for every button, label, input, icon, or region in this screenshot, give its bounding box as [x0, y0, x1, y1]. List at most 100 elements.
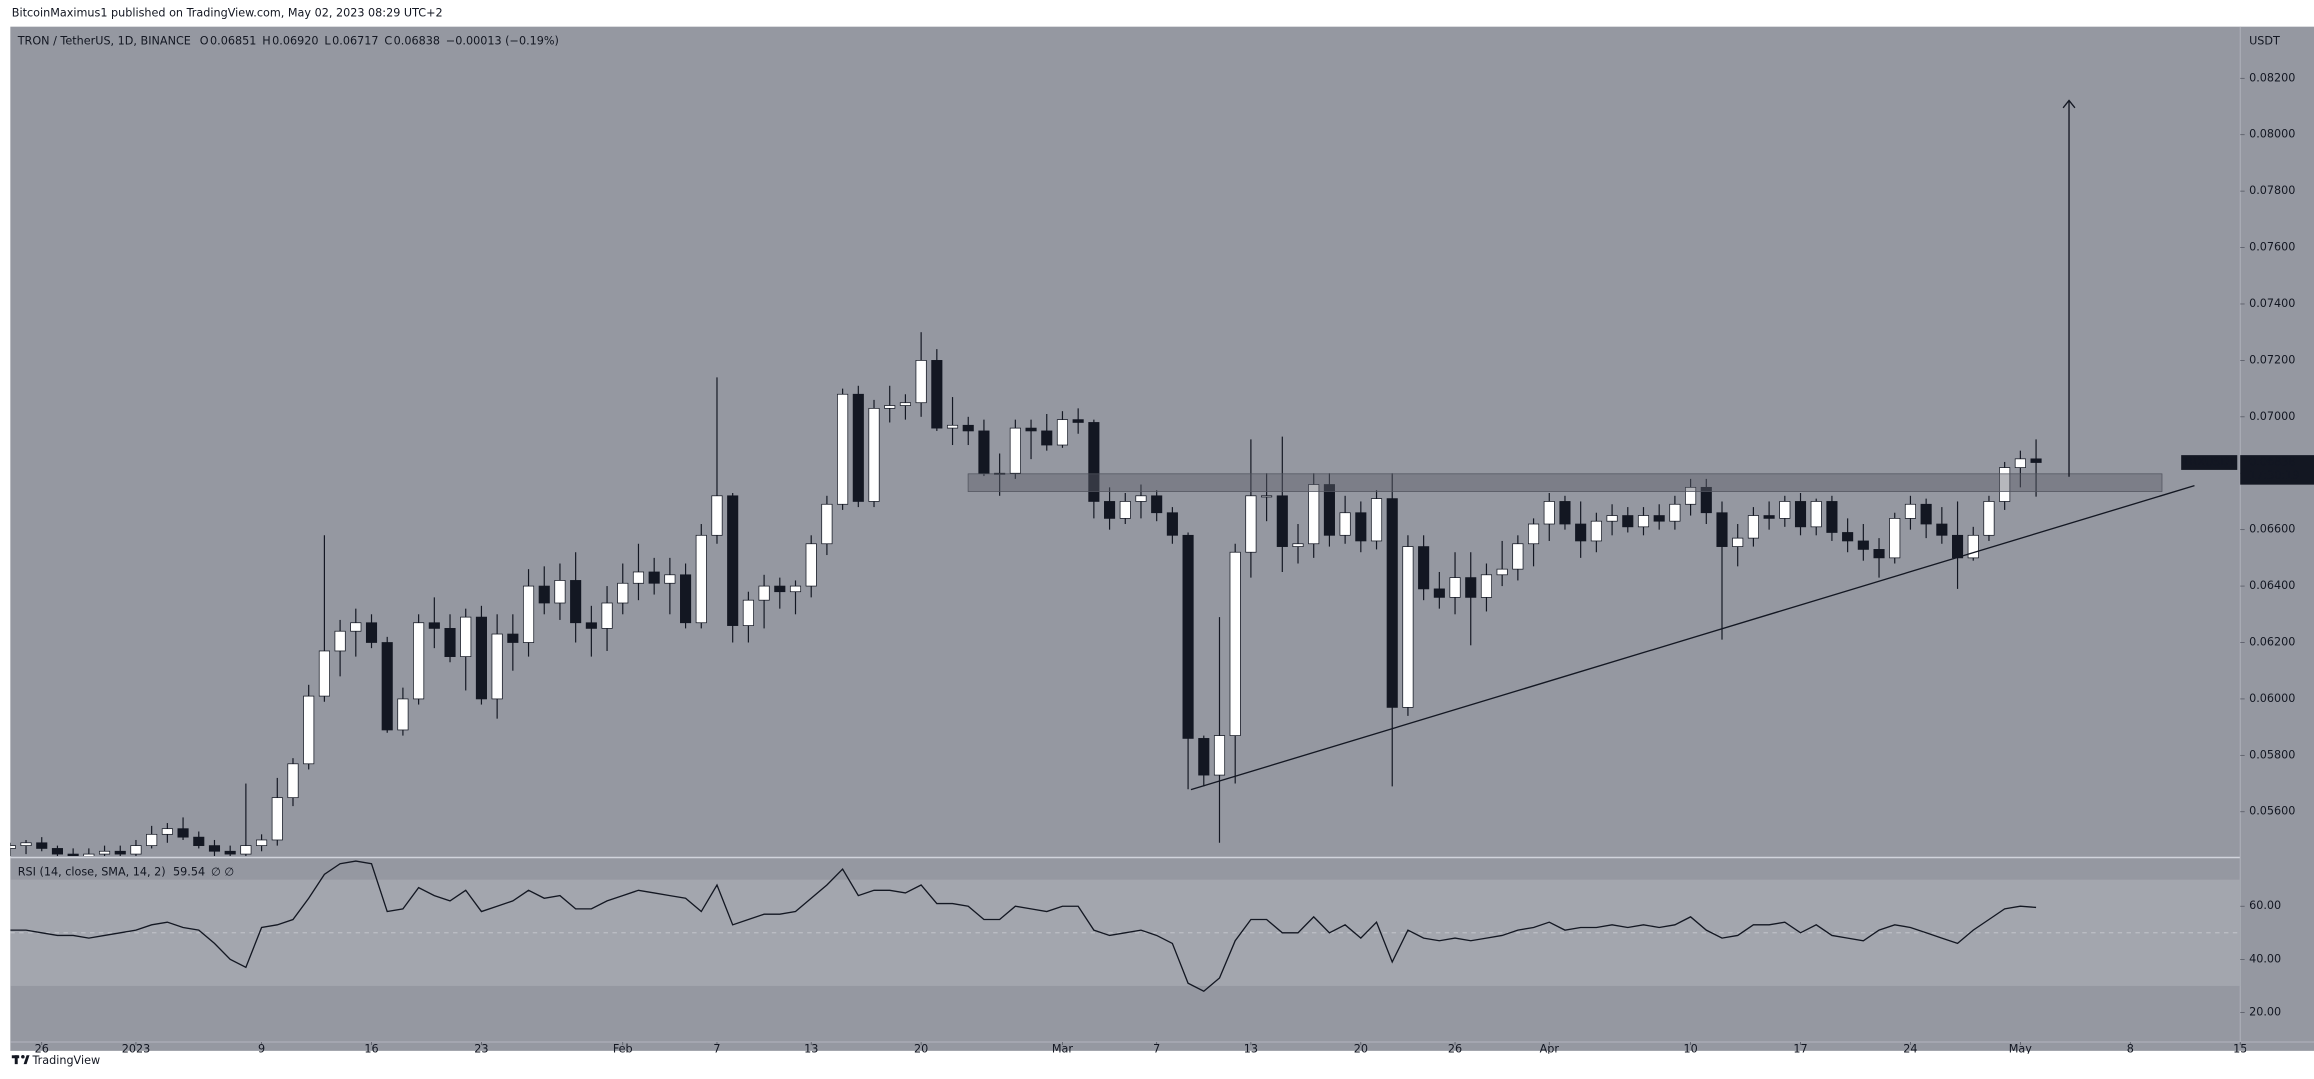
x-tick-label: Mar: [1052, 1042, 1074, 1055]
change-value: −0.00013 (−0.19%): [446, 34, 559, 47]
x-tick-label: 2023: [122, 1042, 151, 1055]
candle-body: [1889, 518, 1901, 559]
candle-body: [1528, 523, 1540, 545]
ohlc-label: O: [200, 34, 209, 47]
candle-body: [67, 853, 79, 857]
y-tick-label: 0.07800: [2249, 184, 2295, 197]
rsi-title: RSI (14, close, SMA, 14, 2): [18, 865, 166, 878]
rsi-y-tick-label: 60.00: [2249, 899, 2281, 912]
y-tick-label: 0.07400: [2249, 297, 2295, 310]
y-tick-label: 0.07200: [2249, 353, 2295, 366]
candle-body: [1182, 534, 1194, 739]
candle-body: [114, 850, 126, 855]
candle-body: [350, 622, 362, 632]
ohlc-value: 0.06851: [210, 34, 256, 47]
candle-body: [821, 503, 833, 545]
x-tick-label: 8: [2127, 1042, 2134, 1055]
x-tick-label: 7: [1153, 1042, 1160, 1055]
legend-title: TRON / TetherUS, 1D, BINANCE: [17, 34, 191, 47]
candle-body: [915, 360, 927, 404]
candle-body: [130, 845, 142, 855]
x-tick-label: 20: [914, 1042, 928, 1055]
candle-body: [1763, 515, 1775, 519]
candle-body: [946, 424, 959, 429]
candle-body: [1072, 419, 1084, 423]
candle-body: [1732, 537, 1744, 547]
rsi-legend: RSI (14, close, SMA, 14, 2) 59.54 ∅ ∅: [18, 865, 234, 878]
ohlc-label: C: [384, 34, 392, 47]
x-tick-label: 23: [474, 1042, 488, 1055]
candle-body: [334, 630, 346, 652]
candle-body: [884, 405, 896, 409]
x-tick-label: 10: [1683, 1042, 1697, 1055]
candle-body: [1465, 577, 1477, 598]
candle-body: [1213, 735, 1226, 776]
rsi-line: [10, 860, 2037, 993]
candle-body: [1323, 484, 1335, 536]
y-tick-label: 0.06600: [2249, 523, 2295, 536]
candle-body: [318, 650, 330, 697]
candle-body: [1810, 501, 1822, 528]
axes: 0.05600 0.05800 0.06000 0.06200 0.06400 0.066…: [2181, 71, 2314, 1018]
x-tick-label: 26: [35, 1042, 49, 1055]
candle-body: [1418, 546, 1430, 590]
candle-body: [1669, 503, 1681, 522]
candle-body: [978, 430, 990, 474]
candle-body: [1496, 568, 1508, 576]
candle-body: [1794, 501, 1807, 528]
candle-body: [1308, 484, 1320, 545]
candle-body: [224, 850, 236, 855]
candle-body: [146, 833, 158, 846]
candle-body: [1151, 495, 1163, 514]
candle-body: [1904, 503, 1916, 519]
candle-body: [1229, 551, 1241, 736]
price-legend: TRON / TetherUS, 1D, BINANCE O0.06851 H0.0…: [17, 34, 559, 47]
candle-body: [287, 763, 299, 799]
candle-body: [1276, 495, 1288, 547]
candle-body: [491, 633, 503, 700]
x-tick-label: 13: [1244, 1042, 1258, 1055]
rsi-pane: [10, 860, 2241, 993]
candle-body: [193, 836, 205, 846]
candle-body: [774, 585, 786, 593]
candle-body: [1936, 523, 1948, 536]
candle-body: [1355, 512, 1367, 542]
drawings: [967, 99, 2195, 791]
candle-body: [303, 695, 315, 765]
candle-body: [507, 633, 519, 643]
candle-body: [1386, 498, 1398, 708]
candle-body: [36, 842, 48, 849]
candle-body: [1088, 422, 1100, 502]
candle-body: [1779, 501, 1791, 519]
candle-body: [727, 495, 739, 626]
candle-body: [1826, 501, 1838, 533]
candle-body: [1716, 512, 1728, 547]
candle-body: [585, 622, 597, 629]
x-tick-label: 24: [1903, 1042, 1917, 1055]
candle-body: [617, 582, 629, 604]
candle-body: [1166, 512, 1178, 536]
publisher-note: BitcoinMaximus1 published on TradingView…: [12, 6, 443, 19]
candle-body: [1135, 495, 1147, 502]
candle-body: [1685, 486, 1697, 505]
rsi-value: 59.54: [173, 865, 205, 878]
candle-body: [271, 797, 283, 841]
ascending-trendline: [1190, 484, 2195, 791]
candle-body: [1402, 546, 1414, 708]
candle-body: [1041, 430, 1053, 446]
candle-body: [1056, 419, 1069, 446]
footer-logo: [11, 1054, 30, 1065]
rsi-y-tick-label: 20.00: [2249, 1005, 2281, 1018]
candle-body: [1575, 523, 1587, 542]
resistance-zone: [967, 473, 2163, 492]
candle-body: [868, 407, 880, 502]
candle-body: [601, 602, 613, 629]
candle-body: [1512, 543, 1524, 570]
candle-body: [522, 585, 535, 643]
price-tag-value: 0.06838: [2249, 456, 2295, 469]
logo-part: [21, 1054, 25, 1059]
candle-body: [648, 571, 660, 584]
candle-body: [240, 845, 252, 855]
x-tick-label: Feb: [613, 1042, 633, 1055]
candle-body: [1622, 515, 1634, 528]
